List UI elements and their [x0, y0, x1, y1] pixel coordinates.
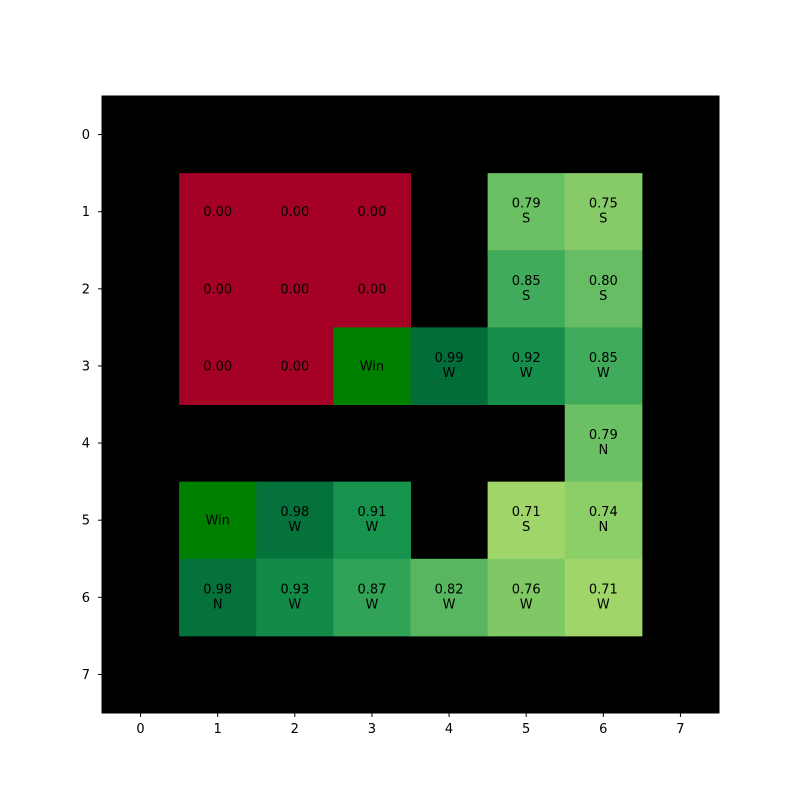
cell-direction-label: W — [520, 366, 533, 381]
heatmap-cell — [179, 250, 257, 328]
y-tick-label: 0 — [82, 128, 90, 143]
y-tick-label: 6 — [82, 591, 90, 606]
heatmap-cell — [564, 481, 643, 560]
cell-direction-label: S — [522, 289, 530, 304]
y-tick-label: 1 — [82, 205, 90, 220]
heatmap-cell — [179, 327, 257, 405]
cell-direction-label: W — [597, 597, 610, 612]
cell-value-label: 0.00 — [357, 282, 386, 297]
heatmap-cell — [256, 327, 334, 405]
heatmap-cell — [564, 404, 643, 483]
x-tick-label: 6 — [599, 722, 607, 737]
heatmap-cell — [179, 481, 257, 560]
y-tick-label: 2 — [82, 282, 90, 297]
y-axis: 0 1 2 3 4 5 6 7 — [82, 128, 102, 683]
heatmap-cell — [333, 173, 411, 251]
cell-direction-label: W — [288, 520, 301, 535]
cell-value-label: 0.00 — [280, 205, 309, 220]
heatmap-cell — [564, 173, 643, 251]
plot-frame — [101, 95, 720, 714]
heatmap-cell — [333, 250, 411, 328]
heatmap-cell — [256, 481, 334, 560]
heatmap-cell — [179, 173, 257, 251]
cell-value-label: 0.74 — [589, 505, 618, 520]
x-tick-label: 3 — [368, 722, 376, 737]
cell-value-label: 0.00 — [203, 282, 232, 297]
x-tick-label: 0 — [136, 722, 144, 737]
cell-value-label: 0.71 — [589, 582, 618, 597]
y-tick-label: 3 — [82, 359, 90, 374]
cell-value-label: 0.82 — [435, 582, 464, 597]
heatmap-cell — [487, 173, 566, 251]
cell-value-label: 0.93 — [280, 582, 309, 597]
cell-direction-label: N — [213, 597, 223, 612]
heatmap-cell — [256, 173, 334, 251]
heatmap-cell — [487, 250, 566, 328]
cell-direction-label: W — [288, 597, 301, 612]
cell-value-label: 0.92 — [512, 351, 541, 366]
heatmap-cell — [179, 558, 257, 637]
cell-direction-label: S — [522, 520, 530, 535]
cell-direction-label: S — [599, 289, 607, 304]
x-tick-label: 1 — [214, 722, 222, 737]
cell-value-label: 0.79 — [589, 428, 618, 443]
cell-win-label: Win — [205, 514, 229, 529]
cell-value-label: 0.79 — [512, 197, 541, 212]
cell-value-label: 0.00 — [357, 205, 386, 220]
heatmap-cell — [333, 558, 411, 637]
cell-value-label: 0.00 — [280, 282, 309, 297]
cell-value-label: 0.75 — [589, 197, 618, 212]
cell-value-label: 0.76 — [512, 582, 541, 597]
cell-value-label: 0.00 — [203, 205, 232, 220]
heatmap-cell — [564, 327, 643, 405]
heatmap-cell — [256, 250, 334, 328]
cell-direction-label: W — [443, 597, 456, 612]
cell-direction-label: S — [599, 212, 607, 227]
heatmap-cell — [487, 558, 566, 637]
cell-value-label: 0.85 — [512, 274, 541, 289]
x-tick-label: 5 — [522, 722, 530, 737]
cell-value-label: 0.91 — [357, 505, 386, 520]
cell-value-label: 0.98 — [203, 582, 232, 597]
heatmap-cell — [333, 481, 411, 560]
cell-value-label: 0.85 — [589, 351, 618, 366]
cell-direction-label: W — [597, 366, 610, 381]
cell-value-label: 0.00 — [280, 359, 309, 374]
heatmap-cell — [256, 558, 334, 637]
cell-direction-label: W — [520, 597, 533, 612]
cell-direction-label: N — [598, 443, 608, 458]
cell-win-label: Win — [360, 359, 384, 374]
y-tick-label: 7 — [82, 668, 90, 683]
heatmap-cell — [410, 558, 489, 637]
cell-direction-label: W — [443, 366, 456, 381]
cell-direction-label: W — [366, 597, 379, 612]
cell-value-label: 0.80 — [589, 274, 618, 289]
heatmap-cell — [564, 558, 643, 637]
y-tick-label: 4 — [82, 437, 90, 452]
cell-value-label: 0.71 — [512, 505, 541, 520]
cell-value-label: 0.00 — [203, 359, 232, 374]
cell-direction-label: N — [598, 520, 608, 535]
heatmap-cell — [487, 481, 566, 560]
x-axis: 0 1 2 3 4 5 6 7 — [136, 713, 685, 737]
cell-value-label: 0.87 — [357, 582, 386, 597]
x-tick-label: 4 — [445, 722, 453, 737]
cell-direction-label: S — [522, 212, 530, 227]
heatmap-cell — [333, 327, 411, 405]
cell-value-label: 0.99 — [435, 351, 464, 366]
y-tick-label: 5 — [82, 514, 90, 529]
cell-direction-label: W — [366, 520, 379, 535]
x-tick-label: 7 — [676, 722, 684, 737]
x-tick-label: 2 — [291, 722, 299, 737]
heatmap-cell — [410, 327, 489, 405]
heatmap-cell — [487, 327, 566, 405]
cell-value-label: 0.98 — [280, 505, 309, 520]
heatmap-cell — [564, 250, 643, 328]
